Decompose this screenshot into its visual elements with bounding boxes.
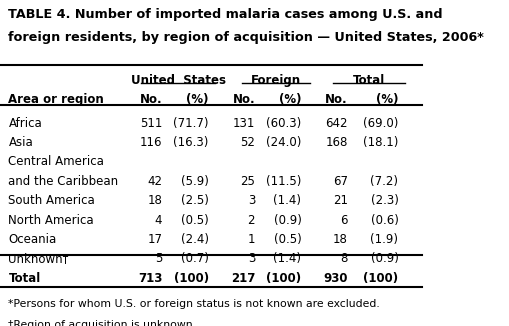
Text: 42: 42 [147,175,162,188]
Text: Africa: Africa [9,117,42,130]
Text: and the Caribbean: and the Caribbean [9,175,118,188]
Text: No.: No. [232,93,254,106]
Text: Oceania: Oceania [9,233,56,246]
Text: (%): (%) [278,93,301,106]
Text: (0.9): (0.9) [273,214,301,227]
Text: Asia: Asia [9,136,33,149]
Text: 3: 3 [247,194,254,207]
Text: 168: 168 [325,136,347,149]
Text: North America: North America [9,214,94,227]
Text: 511: 511 [139,117,162,130]
Text: (0.5): (0.5) [273,233,301,246]
Text: Central America: Central America [9,156,104,169]
Text: (16.3): (16.3) [173,136,208,149]
Text: 1: 1 [247,233,254,246]
Text: 4: 4 [155,214,162,227]
Text: (2.5): (2.5) [181,194,208,207]
Text: (%): (%) [375,93,398,106]
Text: No.: No. [139,93,162,106]
Text: 642: 642 [325,117,347,130]
Text: (0.9): (0.9) [370,252,398,265]
Text: *Persons for whom U.S. or foreign status is not known are excluded.: *Persons for whom U.S. or foreign status… [9,299,379,309]
Text: (100): (100) [266,272,301,285]
Text: 17: 17 [147,233,162,246]
Text: (1.4): (1.4) [273,252,301,265]
Text: (71.7): (71.7) [173,117,208,130]
Text: Total: Total [9,272,41,285]
Text: 21: 21 [332,194,347,207]
Text: Unknown†: Unknown† [9,252,69,265]
Text: foreign residents, by region of acquisition — United States, 2006*: foreign residents, by region of acquisit… [9,31,483,44]
Text: 217: 217 [230,272,254,285]
Text: Area or region: Area or region [9,93,104,106]
Text: (60.3): (60.3) [266,117,301,130]
Text: 52: 52 [240,136,254,149]
Text: 5: 5 [155,252,162,265]
Text: Foreign: Foreign [250,74,301,87]
Text: 2: 2 [247,214,254,227]
Text: (7.2): (7.2) [370,175,398,188]
Text: South America: South America [9,194,95,207]
Text: (69.0): (69.0) [362,117,398,130]
Text: (11.5): (11.5) [266,175,301,188]
Text: (5.9): (5.9) [181,175,208,188]
Text: Total: Total [352,74,384,87]
Text: (24.0): (24.0) [266,136,301,149]
Text: (2.4): (2.4) [180,233,208,246]
Text: (2.3): (2.3) [370,194,398,207]
Text: (100): (100) [362,272,398,285]
Text: (0.7): (0.7) [181,252,208,265]
Text: 3: 3 [247,252,254,265]
Text: 713: 713 [137,272,162,285]
Text: (0.5): (0.5) [181,214,208,227]
Text: (%): (%) [186,93,208,106]
Text: (1.4): (1.4) [273,194,301,207]
Text: 8: 8 [340,252,347,265]
Text: 930: 930 [323,272,347,285]
Text: No.: No. [325,93,347,106]
Text: 131: 131 [232,117,254,130]
Text: (100): (100) [173,272,208,285]
Text: 18: 18 [147,194,162,207]
Text: 18: 18 [332,233,347,246]
Text: (0.6): (0.6) [370,214,398,227]
Text: (18.1): (18.1) [362,136,398,149]
Text: †Region of acquisition is unknown.: †Region of acquisition is unknown. [9,320,196,326]
Text: 6: 6 [340,214,347,227]
Text: 67: 67 [332,175,347,188]
Text: United  States: United States [130,74,225,87]
Text: (1.9): (1.9) [370,233,398,246]
Text: 116: 116 [139,136,162,149]
Text: 25: 25 [240,175,254,188]
Text: TABLE 4. Number of imported malaria cases among U.S. and: TABLE 4. Number of imported malaria case… [9,8,442,21]
